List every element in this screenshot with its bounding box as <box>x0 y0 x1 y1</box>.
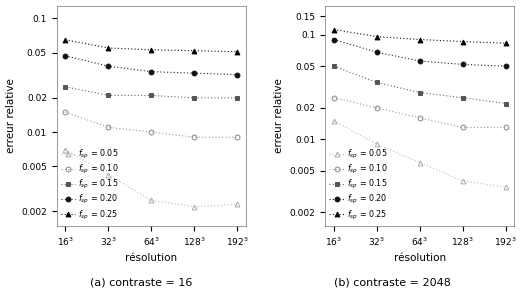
Text: (a) contraste = 16: (a) contraste = 16 <box>90 277 192 288</box>
Legend: $f_{sp}$ = 0.05, $f_{sp}$ = 0.10, $f_{sp}$ = 0.15, $f_{sp}$ = 0.20, $f_{sp}$ = 0: $f_{sp}$ = 0.05, $f_{sp}$ = 0.10, $f_{sp… <box>328 146 389 223</box>
Y-axis label: erreur relative: erreur relative <box>6 78 16 153</box>
Y-axis label: erreur relative: erreur relative <box>274 78 284 153</box>
X-axis label: résolution: résolution <box>125 253 177 263</box>
Legend: $f_{sp}$ = 0.05, $f_{sp}$ = 0.10, $f_{sp}$ = 0.15, $f_{sp}$ = 0.20, $f_{sp}$ = 0: $f_{sp}$ = 0.05, $f_{sp}$ = 0.10, $f_{sp… <box>59 146 121 223</box>
Text: (b) contraste = 2048: (b) contraste = 2048 <box>334 277 451 288</box>
X-axis label: résolution: résolution <box>394 253 446 263</box>
